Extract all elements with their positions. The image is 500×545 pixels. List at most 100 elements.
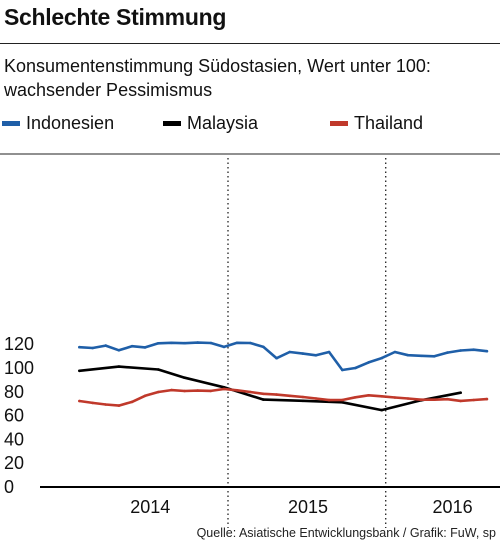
x-tick-label-2014: 2014 xyxy=(130,497,170,517)
legend-swatch-thailand xyxy=(330,121,348,126)
data-point-thailand-2016-06 xyxy=(459,399,462,403)
data-point-thailand-2014-11 xyxy=(209,389,213,393)
legend-swatch-indonesien xyxy=(2,121,20,126)
legend-label-malaysia: Malaysia xyxy=(187,113,259,133)
data-point-thailand-2016-02 xyxy=(406,397,410,400)
data-point-indonesien-2016-07 xyxy=(472,348,476,352)
data-point-malaysia-2014-01 xyxy=(78,369,81,373)
data-point-thailand-2015-09 xyxy=(341,398,344,402)
data-point-indonesien-2014-05 xyxy=(130,344,134,348)
data-point-thailand-2015-01 xyxy=(235,389,239,392)
data-point-thailand-2015-07 xyxy=(314,397,318,400)
data-point-indonesien-2014-04 xyxy=(117,349,121,352)
data-point-thailand-2014-08 xyxy=(170,388,173,392)
data-point-thailand-2015-03 xyxy=(262,392,265,396)
y-tick-label-0: 0 xyxy=(4,477,14,497)
data-point-thailand-2015-02 xyxy=(249,390,252,394)
data-point-indonesien-2014-06 xyxy=(143,346,147,349)
data-point-thailand-2014-02 xyxy=(91,401,94,405)
data-point-malaysia-2014-09 xyxy=(183,376,186,380)
data-point-thailand-2014-01 xyxy=(78,399,81,403)
data-point-indonesien-2014-10 xyxy=(196,341,199,344)
data-point-thailand-2015-12 xyxy=(380,395,384,398)
legend-label-thailand: Thailand xyxy=(354,113,424,133)
data-point-thailand-2016-08 xyxy=(485,397,489,401)
y-tick-label-40: 40 xyxy=(4,429,24,449)
legend-item-malaysia: Malaysia xyxy=(163,113,258,134)
data-point-thailand-2015-10 xyxy=(354,396,357,399)
data-point-thailand-2015-11 xyxy=(367,394,370,397)
data-point-indonesien-2016-06 xyxy=(459,349,462,352)
data-point-indonesien-2015-09 xyxy=(341,368,344,372)
data-point-malaysia-2015-09 xyxy=(341,401,344,404)
data-point-indonesien-2016-05 xyxy=(446,351,449,354)
data-point-thailand-2014-06 xyxy=(143,394,147,398)
data-point-indonesien-2014-02 xyxy=(91,346,94,350)
y-tick-label-100: 100 xyxy=(4,358,34,378)
legend-swatch-malaysia xyxy=(163,121,181,126)
data-point-thailand-2014-03 xyxy=(104,403,107,406)
chart-title: Schlechte Stimmung xyxy=(4,4,227,30)
data-point-indonesien-2014-01 xyxy=(78,345,81,349)
data-point-indonesien-2015-07 xyxy=(314,354,318,357)
data-point-indonesien-2015-11 xyxy=(367,361,370,364)
data-point-indonesien-2016-02 xyxy=(406,353,410,357)
data-point-malaysia-2015-12 xyxy=(380,408,384,412)
title-rule xyxy=(0,43,500,44)
data-point-indonesien-2014-03 xyxy=(104,344,107,347)
data-point-malaysia-2014-04 xyxy=(117,365,121,368)
chart-legend: Indonesien Malaysia Thailand xyxy=(0,113,500,139)
y-tick-label-20: 20 xyxy=(4,453,24,473)
chart-subtitle: Konsumentenstimmung Südostasien, Wert un… xyxy=(4,56,431,100)
data-point-indonesien-2015-05 xyxy=(288,350,292,354)
data-point-indonesien-2014-12 xyxy=(222,345,226,349)
data-point-indonesien-2014-07 xyxy=(157,342,160,345)
data-point-thailand-2016-03 xyxy=(419,398,423,402)
data-point-indonesien-2015-02 xyxy=(249,341,252,345)
data-point-indonesien-2015-06 xyxy=(301,352,305,355)
data-point-thailand-2014-12 xyxy=(222,387,226,391)
data-point-indonesien-2016-01 xyxy=(393,350,397,354)
data-point-thailand-2016-01 xyxy=(393,396,397,399)
data-point-indonesien-2016-03 xyxy=(419,354,423,358)
data-point-indonesien-2015-12 xyxy=(380,356,384,360)
data-point-thailand-2014-09 xyxy=(183,389,186,393)
series-line-malaysia xyxy=(78,365,462,412)
x-tick-label-2016: 2016 xyxy=(433,497,473,517)
series-line-indonesien xyxy=(78,341,489,372)
data-point-thailand-2016-04 xyxy=(433,398,436,402)
data-point-thailand-2015-06 xyxy=(301,395,305,399)
legend-label-indonesien: Indonesien xyxy=(26,113,115,133)
data-point-indonesien-2014-09 xyxy=(183,341,186,345)
data-point-malaysia-2014-07 xyxy=(157,368,160,371)
x-tick-label-2015: 2015 xyxy=(288,497,328,517)
data-point-thailand-2016-07 xyxy=(472,398,476,402)
data-point-thailand-2014-07 xyxy=(157,390,160,394)
y-tick-label-120: 120 xyxy=(4,334,34,354)
data-point-indonesien-2015-04 xyxy=(275,356,278,360)
series-line-thailand xyxy=(78,387,489,407)
data-point-indonesien-2016-08 xyxy=(485,349,489,353)
data-point-thailand-2015-08 xyxy=(327,398,331,402)
data-point-indonesien-2014-08 xyxy=(170,341,173,345)
legend-item-indonesien: Indonesien xyxy=(2,113,114,134)
y-tick-label-60: 60 xyxy=(4,406,24,426)
data-point-thailand-2014-05 xyxy=(130,400,134,404)
data-point-malaysia-2015-03 xyxy=(262,398,265,401)
data-point-thailand-2015-05 xyxy=(288,394,292,398)
data-point-thailand-2016-05 xyxy=(446,397,449,401)
legend-item-thailand: Thailand xyxy=(330,113,423,134)
y-tick-label-80: 80 xyxy=(4,382,24,402)
data-point-malaysia-2015-06 xyxy=(301,399,305,403)
data-point-indonesien-2015-01 xyxy=(235,341,239,345)
data-point-thailand-2015-04 xyxy=(275,393,278,396)
source-note: Quelle: Asiatische Entwicklungsbank / Gr… xyxy=(196,526,496,540)
data-point-indonesien-2015-03 xyxy=(262,345,265,349)
data-point-malaysia-2016-06 xyxy=(459,391,462,395)
data-point-indonesien-2015-10 xyxy=(354,366,357,370)
data-point-thailand-2014-10 xyxy=(196,389,199,392)
data-point-indonesien-2015-08 xyxy=(327,350,331,354)
data-point-thailand-2014-04 xyxy=(117,404,121,407)
data-point-indonesien-2014-11 xyxy=(209,341,213,345)
